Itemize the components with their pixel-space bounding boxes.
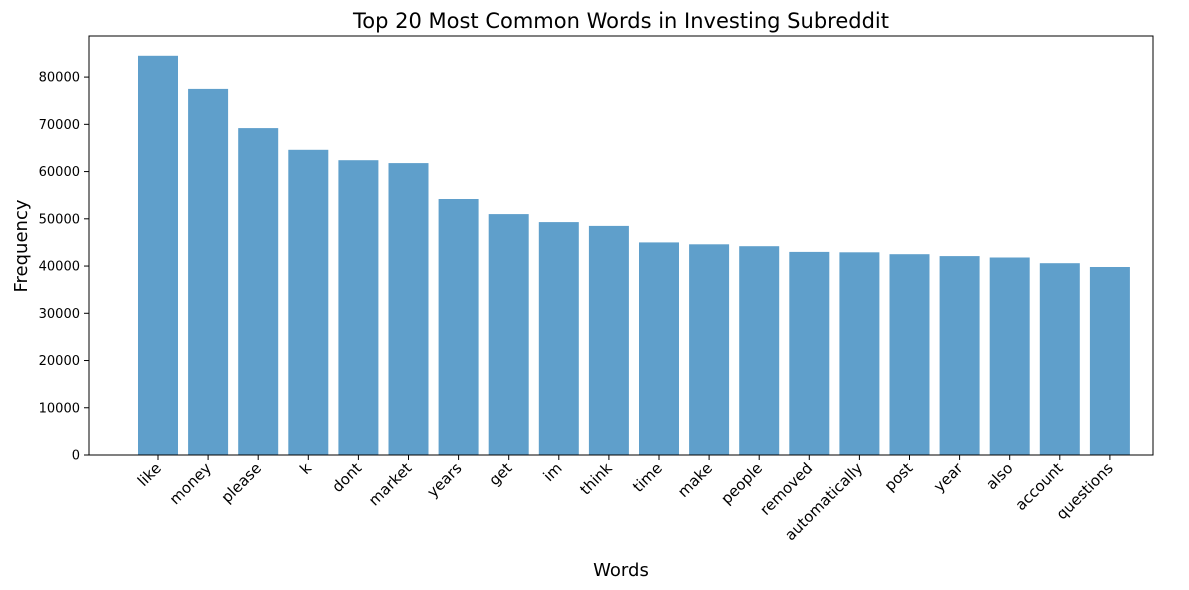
x-tick-label-get: get <box>485 459 515 489</box>
x-axis-label: Words <box>593 560 649 581</box>
bar-make <box>689 244 730 455</box>
bar-im <box>538 222 579 455</box>
bar-years <box>438 199 479 455</box>
x-tick-label-post: post <box>881 459 917 495</box>
x-tick-label-market: market <box>365 459 415 509</box>
x-tick-label-like: like <box>134 459 165 490</box>
x-tick-label-people: people <box>717 459 766 508</box>
bar-please <box>238 128 279 455</box>
y-tick-label: 40000 <box>39 260 80 275</box>
x-tick-label-year: year <box>930 459 967 496</box>
bar-like <box>138 55 178 456</box>
bar-questions <box>1089 267 1130 455</box>
y-tick-label: 70000 <box>39 118 80 133</box>
bar-get <box>488 214 529 455</box>
x-tick-label-also: also <box>982 459 1016 493</box>
x-axis: like money please k dont market years get im thin… <box>134 455 1117 544</box>
bar-account <box>1039 263 1080 455</box>
bar-dont <box>338 160 379 455</box>
bar-automatically <box>839 252 880 455</box>
bar-also <box>989 257 1030 455</box>
y-tick-label: 20000 <box>39 354 80 369</box>
y-axis: 0 10000 20000 30000 40000 50000 60000 70000 8000… <box>39 71 89 464</box>
x-tick-label-please: please <box>218 459 265 506</box>
y-tick-label: 10000 <box>39 401 80 416</box>
x-tick-label-money: money <box>166 459 215 508</box>
bar-people <box>739 246 780 455</box>
bars-group <box>138 55 1130 456</box>
plot-frame <box>88 35 1154 456</box>
y-tick-label: 0 <box>72 449 80 464</box>
x-tick-label-years: years <box>424 459 466 501</box>
bar-post <box>889 254 930 455</box>
y-tick-label: 30000 <box>39 307 80 322</box>
x-tick-label-im: im <box>540 459 566 485</box>
bar-think <box>588 225 629 455</box>
x-tick-label-make: make <box>674 459 716 501</box>
x-tick-label-think: think <box>576 459 616 499</box>
bar-time <box>639 242 679 455</box>
bar-k <box>288 149 329 456</box>
bar-market <box>388 163 429 455</box>
bar-money <box>188 88 229 456</box>
y-tick-label: 60000 <box>39 165 80 180</box>
y-tick-label: 80000 <box>39 71 80 86</box>
x-tick-label-k: k <box>296 459 315 478</box>
x-tick-label-dont: dont <box>328 459 365 496</box>
bar-year <box>939 256 980 455</box>
x-tick-label-time: time <box>629 459 666 496</box>
bar-removed <box>789 251 830 455</box>
chart-title: Top 20 Most Common Words in Investing Su… <box>352 9 889 33</box>
y-tick-label: 50000 <box>39 212 80 227</box>
y-axis-label: Frequency <box>11 199 32 292</box>
